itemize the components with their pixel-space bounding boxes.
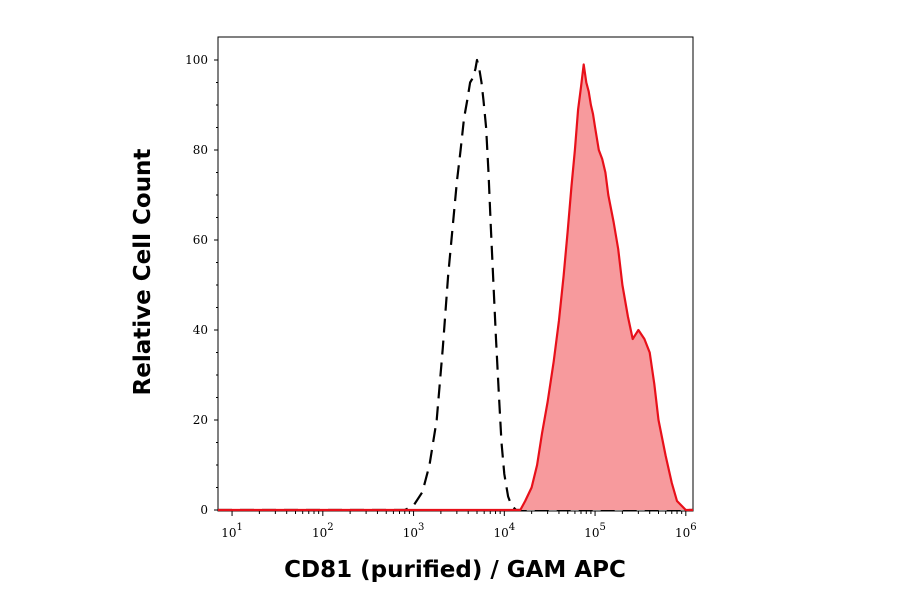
x-tick-label: 104: [493, 522, 515, 540]
control-histogram-line: [218, 58, 693, 512]
stained-histogram-fill: [218, 64, 693, 510]
y-axis: 0 20 40 60 80 100: [185, 53, 218, 517]
y-tick-label: 20: [193, 413, 208, 427]
x-tick-label: 103: [403, 522, 425, 540]
y-axis-title: Relative Cell Count: [130, 149, 156, 396]
y-tick-label: 80: [193, 143, 208, 157]
x-tick-label: 106: [675, 522, 697, 540]
y-tick-label: 0: [200, 503, 208, 517]
y-tick-label: 100: [185, 53, 208, 67]
x-tick-label: 105: [584, 522, 606, 540]
x-axis-title: CD81 (purified) / GAM APC: [284, 557, 626, 583]
x-tick-label: 101: [221, 522, 243, 540]
x-axis: 101 102 103 104 105 106: [221, 511, 697, 540]
series-layer: [218, 58, 693, 512]
x-tick-label: 102: [312, 522, 334, 540]
y-tick-label: 60: [193, 233, 208, 247]
stained-histogram-line: [218, 63, 693, 512]
y-tick-label: 40: [193, 323, 208, 337]
